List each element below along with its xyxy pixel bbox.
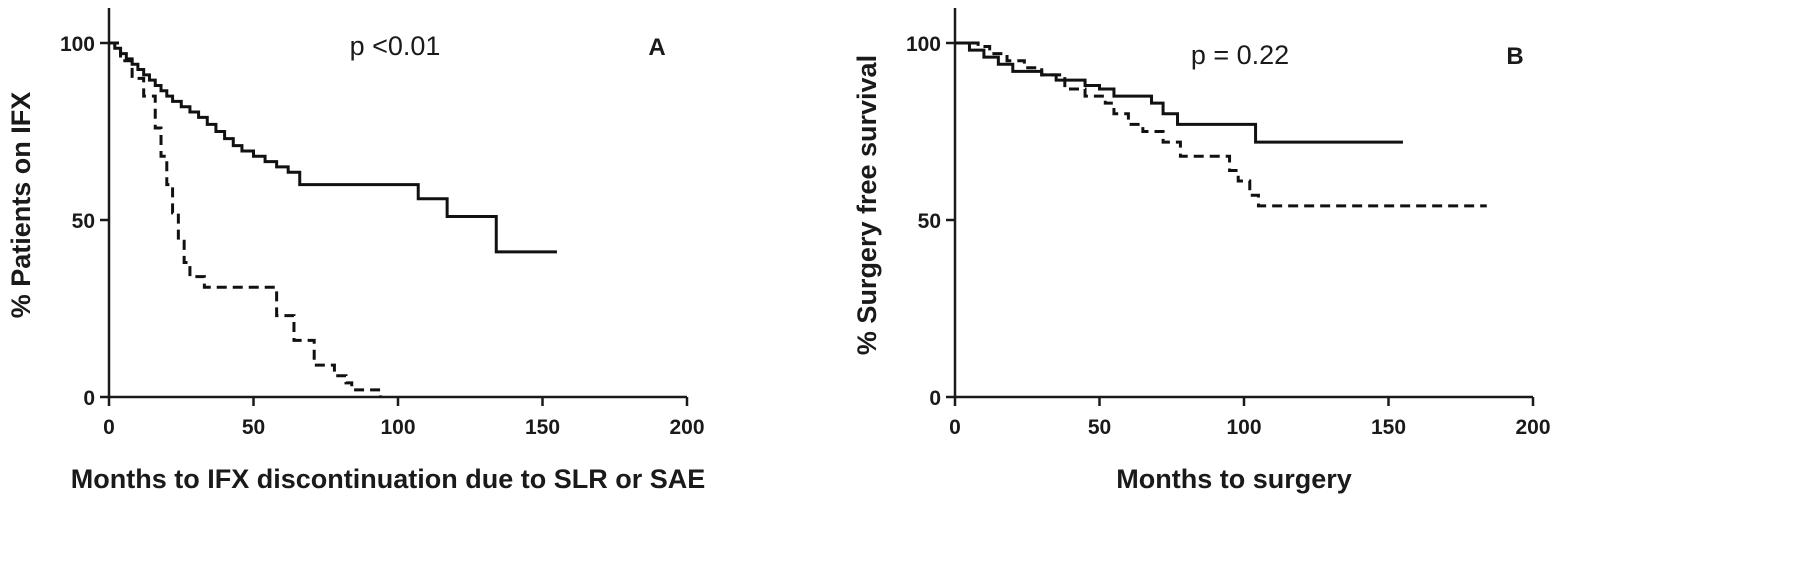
x-tick-label: 50 [242,416,265,439]
x-tick-label: 100 [1226,416,1261,439]
x-tick-label: 150 [1371,416,1406,439]
panel-letter: B [1506,43,1523,70]
panel-a-km-chart: 0 50 100 150 200 0 50 100 Months to IFX disconti… [6,8,705,494]
km-curve-solid [109,41,557,254]
y-tick-label: 50 [918,210,941,233]
p-value-annotation: p = 0.22 [1191,40,1289,70]
panel-b-km-chart: 0 50 100 150 200 0 50 100 Months to surgery % Sur… [852,8,1551,494]
y-tick-label: 100 [906,33,941,56]
y-axis-label: % Patients on IFX [6,92,36,319]
p-value-annotation: p <0.01 [350,31,441,61]
y-axis-label: % Surgery free survival [852,55,882,355]
x-axis-label: Months to IFX discontinuation due to SLR… [71,464,705,494]
x-tick-label: 0 [103,416,115,439]
x-tick-label: 0 [949,416,961,439]
y-tick-label: 50 [72,210,95,233]
km-curve-dashed [955,41,1487,208]
x-tick-label: 50 [1088,416,1111,439]
y-tick-label: 0 [929,387,941,410]
x-tick-label: 150 [525,416,560,439]
km-curve-dashed [109,41,383,397]
km-curve-solid [955,41,1403,144]
y-tick-label: 100 [60,33,95,56]
x-tick-label: 200 [669,416,704,439]
panel-letter: A [648,34,665,61]
y-tick-label: 0 [83,387,95,410]
x-tick-label: 200 [1515,416,1550,439]
x-tick-label: 100 [380,416,415,439]
x-axis-label: Months to surgery [1116,464,1352,494]
